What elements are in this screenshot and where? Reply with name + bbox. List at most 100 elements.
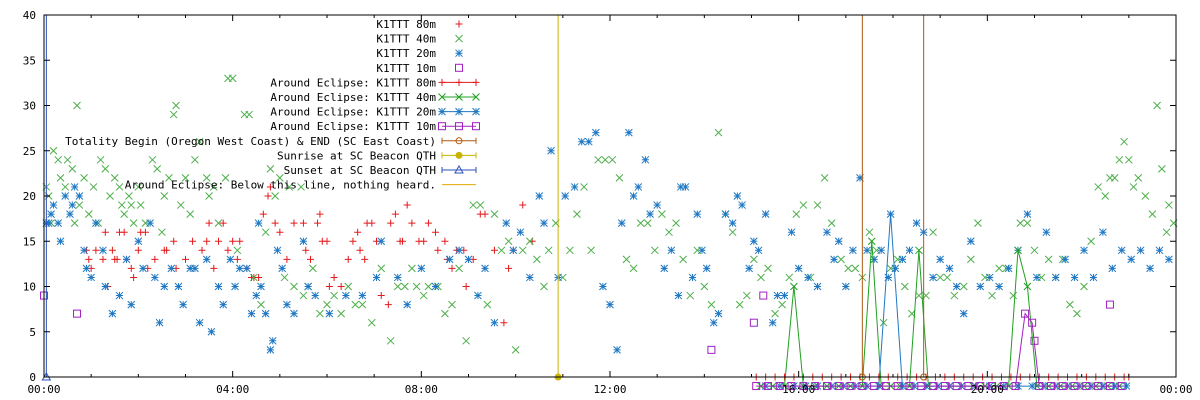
legend-marker bbox=[455, 93, 463, 101]
data-point bbox=[231, 282, 239, 291]
data-point bbox=[49, 201, 58, 209]
data-point bbox=[219, 300, 228, 309]
data-point bbox=[742, 291, 751, 300]
data-point bbox=[464, 255, 473, 264]
data-point bbox=[455, 246, 463, 255]
data-point bbox=[905, 246, 914, 255]
data-point bbox=[92, 219, 100, 228]
data-point bbox=[127, 264, 135, 272]
data-point bbox=[606, 300, 614, 309]
data-point bbox=[790, 282, 798, 291]
data-point bbox=[1141, 192, 1150, 200]
data-point bbox=[448, 300, 456, 309]
data-point bbox=[150, 273, 159, 282]
data-point bbox=[87, 273, 96, 282]
data-point bbox=[622, 255, 631, 264]
data-point bbox=[681, 183, 690, 191]
data-point bbox=[1101, 192, 1110, 200]
data-point bbox=[846, 382, 855, 391]
data-point bbox=[474, 291, 482, 300]
legend-entry: K1TTT 20m bbox=[376, 47, 463, 60]
data-point bbox=[811, 382, 820, 391]
data-point bbox=[1061, 255, 1070, 264]
data-point bbox=[1023, 210, 1032, 218]
data-point bbox=[160, 192, 169, 200]
data-point bbox=[139, 264, 147, 273]
data-point bbox=[1117, 382, 1126, 391]
data-point bbox=[235, 264, 244, 273]
data-point bbox=[391, 210, 399, 218]
y-tick-label: 25 bbox=[23, 145, 36, 158]
data-point bbox=[186, 210, 195, 218]
data-point bbox=[417, 264, 426, 273]
data-point bbox=[210, 264, 218, 272]
data-point bbox=[867, 237, 876, 246]
data-point bbox=[261, 228, 270, 237]
legend-marker bbox=[472, 107, 480, 116]
data-point bbox=[599, 282, 607, 291]
data-point bbox=[174, 282, 183, 291]
data-point bbox=[163, 246, 171, 254]
data-point bbox=[110, 174, 119, 182]
data-point bbox=[834, 237, 843, 246]
legend-label: Around Eclipse: K1TTT 40m bbox=[270, 91, 436, 104]
data-point bbox=[881, 382, 890, 391]
data-point bbox=[195, 137, 204, 146]
data-point bbox=[424, 282, 433, 291]
data-point bbox=[667, 246, 676, 255]
data-point bbox=[759, 291, 768, 300]
data-point bbox=[170, 237, 178, 245]
legend-marker bbox=[472, 78, 480, 86]
y-tick-label: 15 bbox=[23, 235, 36, 248]
data-point bbox=[73, 309, 82, 318]
data-point bbox=[299, 219, 307, 227]
data-point bbox=[629, 264, 638, 273]
data-point bbox=[358, 291, 367, 300]
data-point bbox=[1058, 382, 1067, 391]
data-point bbox=[1070, 273, 1079, 282]
data-point bbox=[153, 164, 162, 173]
data-point bbox=[99, 255, 107, 263]
data-point bbox=[1004, 264, 1013, 273]
data-point bbox=[870, 255, 878, 264]
data-point bbox=[964, 382, 973, 391]
data-point bbox=[330, 273, 338, 281]
legend-entry: Around Eclipse: K1TTT 40m bbox=[270, 91, 480, 104]
data-point bbox=[686, 291, 695, 300]
data-point bbox=[61, 183, 70, 191]
data-point bbox=[377, 237, 386, 246]
data-point bbox=[330, 291, 338, 300]
legend-marker bbox=[455, 34, 463, 43]
data-point bbox=[84, 210, 93, 218]
legend-label: K1TTT 20m bbox=[376, 47, 436, 60]
data-point bbox=[915, 291, 923, 300]
data-point bbox=[259, 210, 267, 218]
data-point bbox=[169, 110, 178, 119]
data-point bbox=[1117, 246, 1126, 255]
data-point bbox=[476, 201, 485, 209]
plot-area bbox=[40, 15, 1178, 391]
data-point bbox=[221, 174, 230, 182]
data-point bbox=[1042, 228, 1051, 237]
legend-label: Sunset at SC Beacon QTH bbox=[284, 164, 436, 177]
data-point bbox=[273, 246, 282, 255]
data-point bbox=[615, 174, 624, 182]
data-point bbox=[117, 201, 126, 209]
data-point bbox=[316, 210, 324, 218]
data-point bbox=[1089, 273, 1098, 282]
data-point bbox=[129, 219, 138, 228]
data-point bbox=[959, 282, 968, 291]
data-point bbox=[377, 264, 386, 273]
data-point bbox=[361, 255, 369, 263]
legend-entry: Sunrise at SC Beacon QTH bbox=[277, 149, 477, 162]
data-point bbox=[698, 246, 706, 255]
data-point bbox=[1124, 155, 1133, 164]
data-point bbox=[127, 201, 136, 209]
data-point bbox=[580, 183, 588, 191]
data-point bbox=[502, 219, 511, 228]
data-point bbox=[125, 192, 133, 200]
legend-label: Around Eclipse: K1TTT 80m bbox=[270, 76, 436, 89]
data-point bbox=[412, 282, 421, 291]
